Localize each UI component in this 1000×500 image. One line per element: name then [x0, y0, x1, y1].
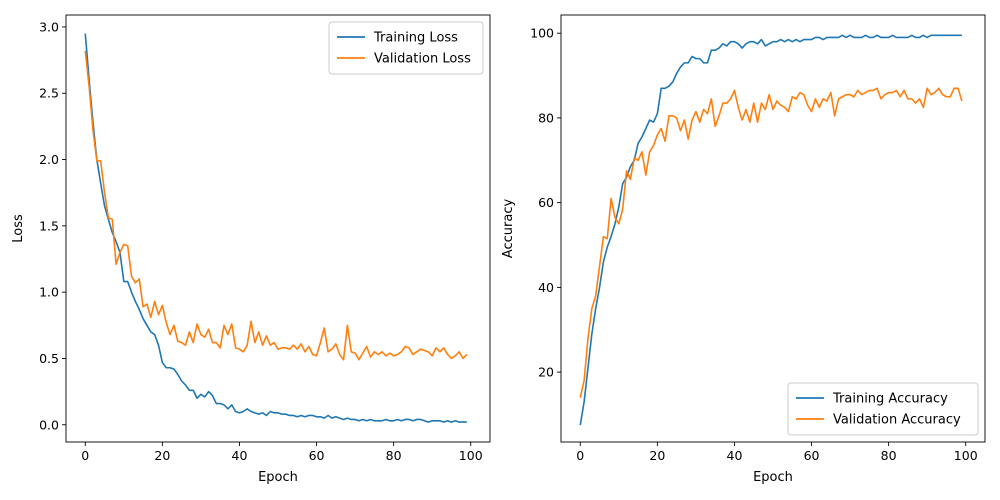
loss-chart: 0 20 40 60 80 100 0.0 0.5 1.0 1.5 2.0 2.5 3.0 Epoch Lo… [11, 14, 491, 485]
series-line-training-loss [84, 33, 467, 423]
legend-label: Validation Loss [374, 52, 471, 67]
y-tick-label: 0.5 [39, 351, 59, 366]
y-tick-label: 2.5 [39, 86, 59, 101]
y-axis-label: Loss [11, 214, 26, 243]
legend: Training Accuracy Validation Accuracy [787, 382, 979, 436]
series-line-validation-accuracy [579, 87, 963, 398]
x-axis-label: Epoch [753, 470, 793, 485]
y-tick-label: 40 [538, 280, 554, 295]
x-tick-label: 40 [232, 448, 248, 463]
series-line-training-accuracy [579, 34, 962, 426]
accuracy-chart: 0 20 40 60 80 100 20 40 60 80 100 Epoch Accuracy Trai… [501, 14, 986, 485]
x-tick-label: 100 [954, 448, 978, 463]
legend-label: Training Accuracy [832, 392, 948, 407]
x-tick-label: 80 [386, 448, 402, 463]
series-line-validation-loss [84, 50, 468, 361]
legend-label: Training Loss [373, 31, 458, 46]
y-tick-label: 80 [538, 110, 554, 125]
x-tick-label: 0 [576, 448, 584, 463]
y-tick-label: 20 [538, 365, 554, 380]
x-axis-label: Epoch [258, 470, 298, 485]
x-tick-label: 40 [727, 448, 743, 463]
y-tick-label: 1.5 [39, 218, 59, 233]
plot-frame [65, 14, 491, 443]
y-tick-label: 60 [538, 195, 554, 210]
x-tick-label: 20 [154, 448, 170, 463]
legend-box [787, 382, 979, 436]
x-tick-label: 0 [81, 448, 89, 463]
y-tick-label: 100 [530, 26, 554, 41]
y-tick-label: 1.0 [39, 285, 59, 300]
x-tick-label: 100 [459, 448, 483, 463]
x-tick-label: 20 [649, 448, 665, 463]
plot-frame [560, 14, 986, 443]
legend: Training Loss Validation Loss [328, 21, 484, 75]
x-tick-label: 60 [804, 448, 820, 463]
y-tick-label: 2.0 [39, 152, 59, 167]
y-axis-label: Accuracy [501, 199, 516, 259]
legend-label: Validation Accuracy [833, 413, 961, 428]
legend-box [328, 21, 484, 75]
y-tick-label: 0.0 [39, 417, 59, 432]
y-tick-label: 3.0 [39, 19, 59, 34]
x-tick-label: 60 [309, 448, 325, 463]
x-tick-label: 80 [881, 448, 897, 463]
